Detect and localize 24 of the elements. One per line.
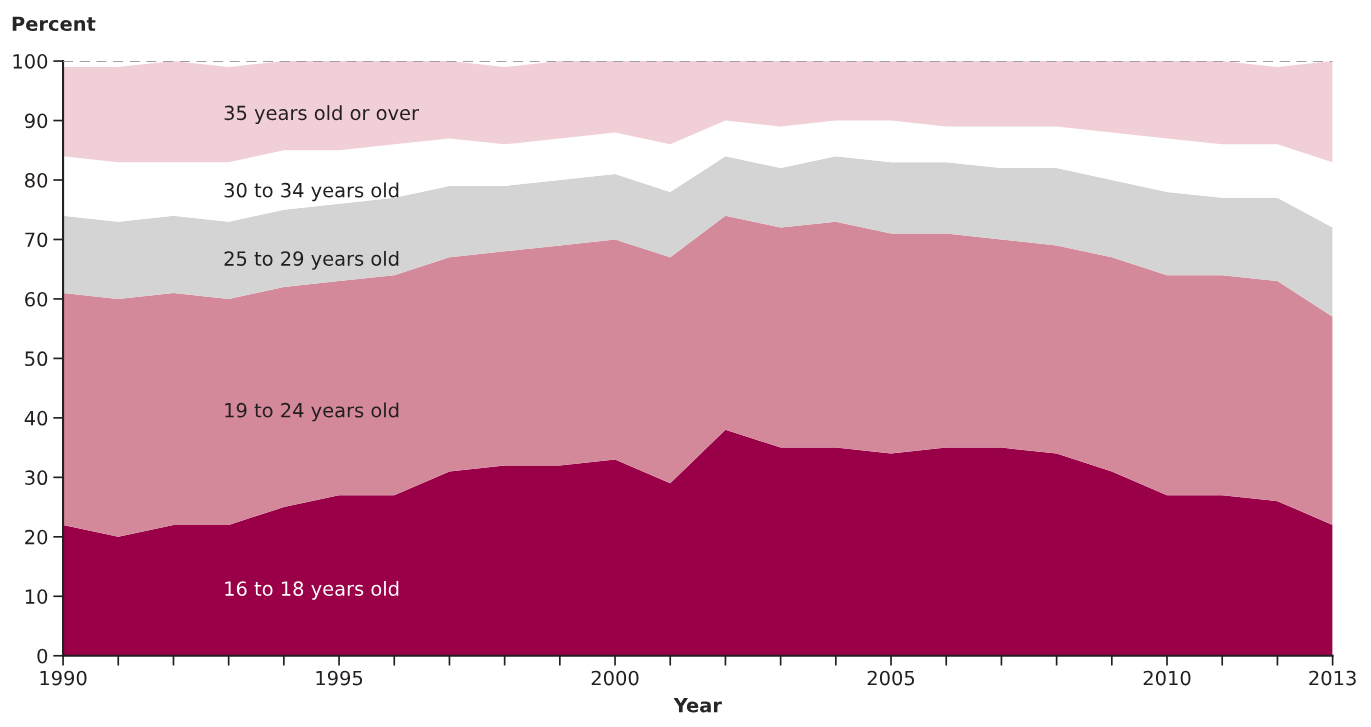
x-tick-label: 1995 — [316, 670, 363, 686]
x-tick-label: 2005 — [867, 670, 915, 686]
y-tick-label: 100 — [13, 54, 48, 69]
x-axis-title: Year — [673, 698, 722, 713]
y-tick-label: 90 — [24, 113, 48, 129]
y-axis-title: Percent — [12, 16, 96, 32]
y-tick-label: 0 — [37, 648, 48, 664]
series-label: 25 to 29 years old — [224, 250, 399, 270]
y-tick-label: 50 — [25, 351, 48, 367]
series-label: 16 to 18 years old — [225, 580, 399, 600]
series-label: 35 years old or over — [224, 105, 420, 124]
series-label: 19 to 24 years old — [225, 402, 399, 422]
y-tick-label: 20 — [25, 529, 48, 545]
y-tick-label: 30 — [25, 470, 48, 486]
x-tick-label: 2000 — [591, 670, 639, 686]
y-tick-label: 40 — [24, 410, 48, 426]
y-tick-label: 60 — [25, 291, 48, 307]
x-tick-label: 2010 — [1143, 670, 1191, 686]
y-tick-label: 10 — [25, 589, 48, 604]
x-tick-label: 2013 — [1309, 670, 1356, 686]
y-tick-label: 80 — [25, 172, 48, 188]
y-tick-label: 70 — [25, 232, 48, 248]
x-tick-label: 1990 — [40, 670, 87, 686]
series-label: 30 to 34 years old — [224, 182, 399, 202]
